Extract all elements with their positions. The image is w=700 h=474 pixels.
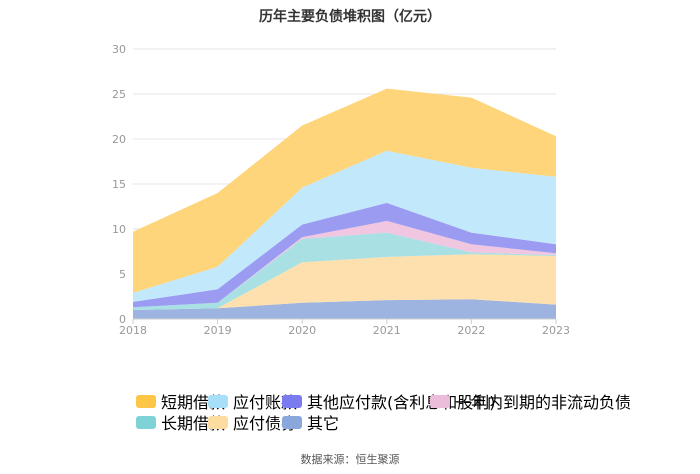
area-series	[133, 220, 556, 308]
x-tick-label: 2018	[119, 324, 147, 337]
legend-swatch	[430, 394, 450, 408]
legend-swatch	[282, 394, 302, 408]
area-series	[133, 88, 556, 293]
y-tick-label: 5	[119, 268, 126, 281]
y-tick-label: 25	[112, 88, 126, 101]
legend-swatch	[136, 415, 156, 429]
legend-item-current-portion-noncurrent[interactable]: 一年内到期的非流动负债	[430, 389, 631, 413]
area-series	[133, 299, 556, 319]
legend-swatch	[136, 394, 156, 408]
legend-swatch	[282, 415, 302, 429]
legend-swatch	[208, 394, 228, 408]
y-tick-label: 0	[119, 313, 126, 326]
y-tick-label: 20	[112, 133, 126, 146]
source-note: 数据来源：恒生聚源	[300, 453, 400, 466]
area-series	[133, 150, 556, 302]
chart-title: 历年主要负债堆积图（亿元）	[259, 9, 441, 25]
legend-item-other[interactable]: 其它	[282, 410, 339, 434]
x-tick-label: 2020	[288, 324, 316, 337]
legend-swatch	[208, 415, 228, 429]
legend-item-bonds-payable[interactable]: 应付债券	[208, 410, 297, 434]
area-series	[133, 202, 556, 308]
x-tick-label: 2019	[204, 324, 232, 337]
y-tick-label: 30	[112, 43, 126, 56]
y-tick-label: 15	[112, 178, 126, 191]
y-tick-label: 10	[112, 223, 126, 236]
x-tick-label: 2021	[373, 324, 401, 337]
x-tick-label: 2023	[542, 324, 570, 337]
legend-label: 一年内到期的非流动负债	[455, 393, 632, 412]
area-series	[133, 232, 556, 310]
legend-label: 应付债券	[233, 414, 298, 433]
legend-label: 应付账款	[233, 393, 298, 412]
legend-item-accounts-payable[interactable]: 应付账款	[208, 389, 297, 413]
x-tick-label: 2022	[457, 324, 485, 337]
area-series	[133, 254, 556, 310]
legend-label: 其它	[307, 414, 340, 433]
